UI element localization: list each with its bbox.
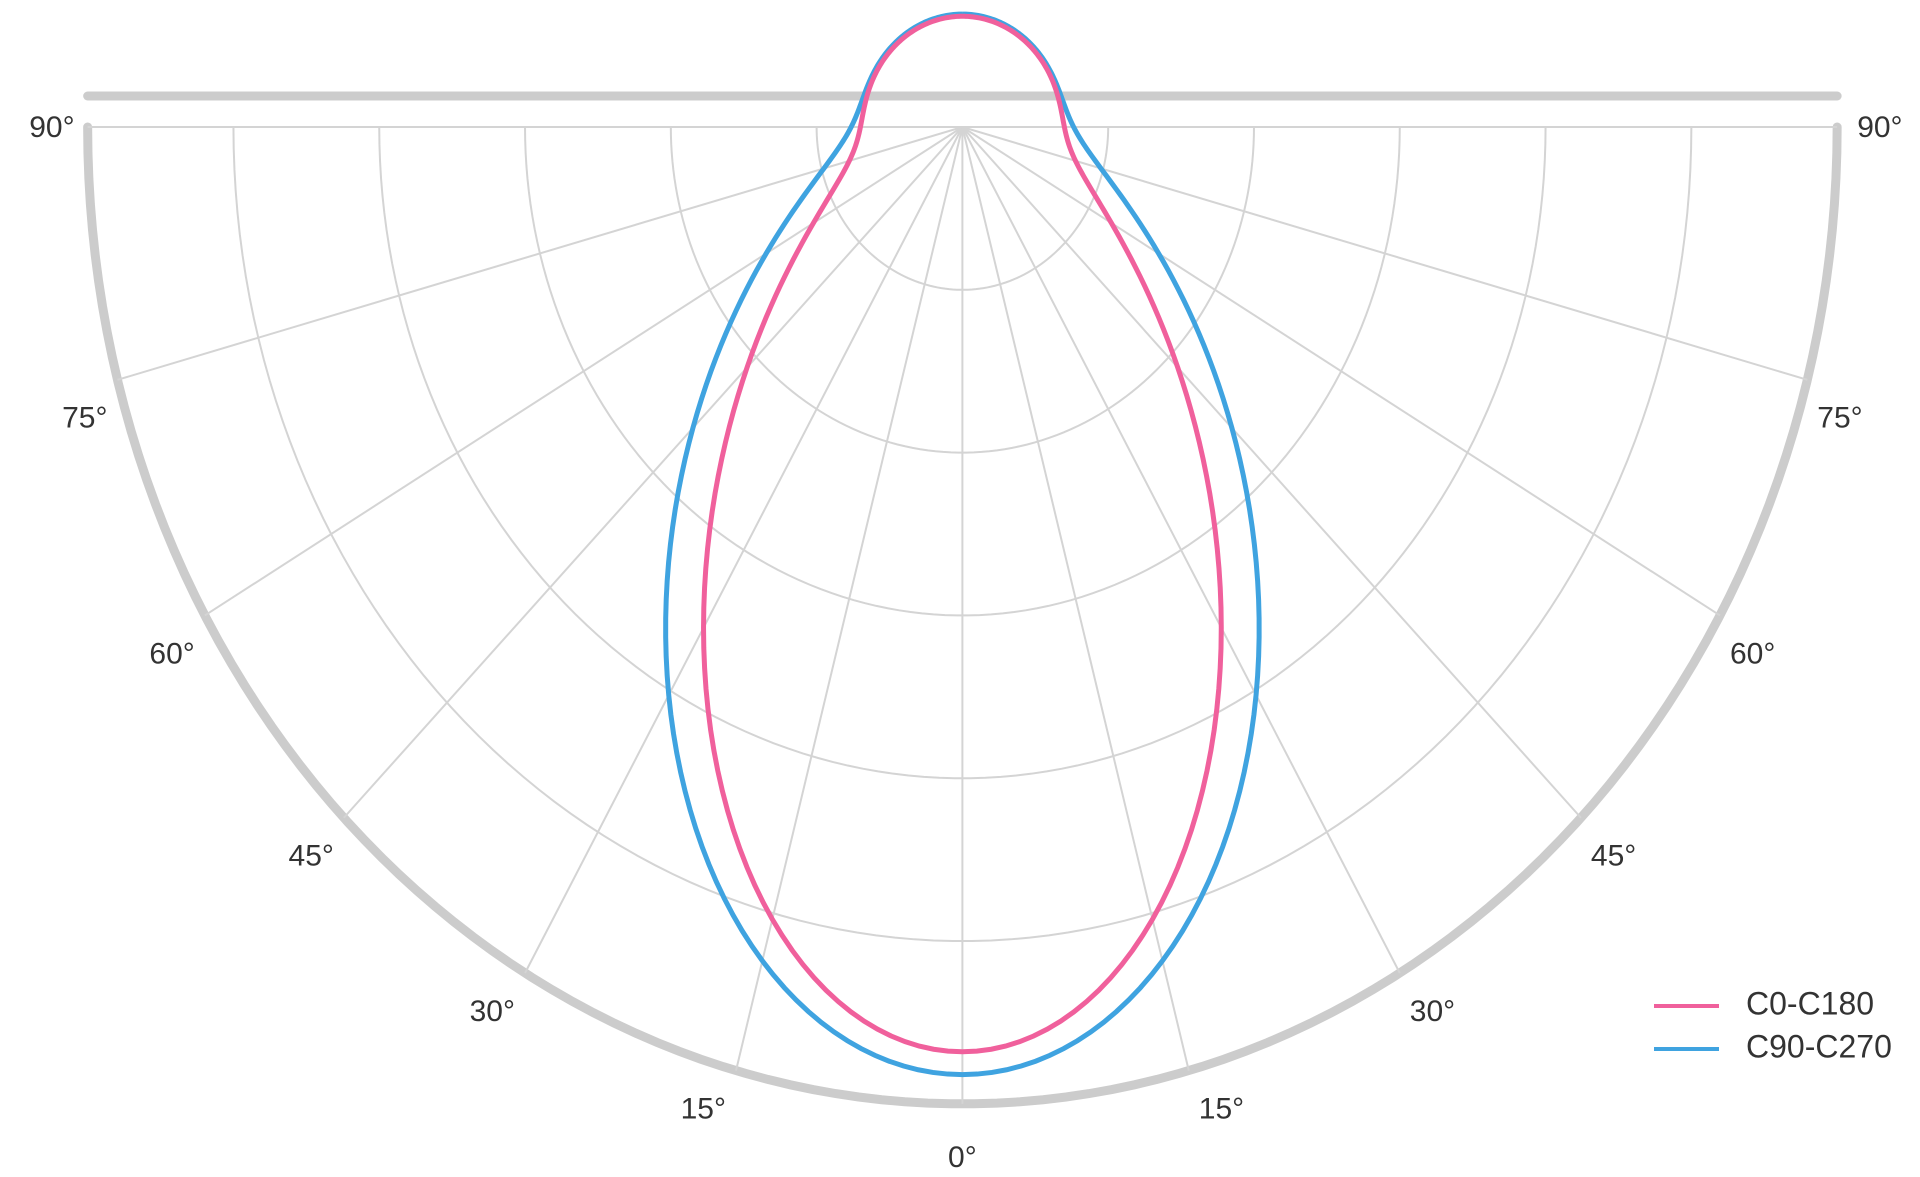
svg-text:C90-C270: C90-C270 xyxy=(1746,1028,1892,1064)
svg-text:15°: 15° xyxy=(1199,1093,1244,1126)
svg-text:30°: 30° xyxy=(1410,995,1455,1028)
svg-text:60°: 60° xyxy=(149,637,194,670)
svg-text:75°: 75° xyxy=(62,402,107,435)
svg-text:0°: 0° xyxy=(948,1141,977,1174)
svg-text:30°: 30° xyxy=(470,995,515,1028)
svg-text:15°: 15° xyxy=(681,1093,726,1126)
svg-text:45°: 45° xyxy=(1591,840,1636,873)
svg-text:90°: 90° xyxy=(1857,111,1902,144)
svg-text:90°: 90° xyxy=(29,111,74,144)
svg-text:75°: 75° xyxy=(1817,402,1862,435)
svg-text:45°: 45° xyxy=(289,840,334,873)
svg-text:C0-C180: C0-C180 xyxy=(1746,985,1874,1021)
svg-text:60°: 60° xyxy=(1730,637,1775,670)
